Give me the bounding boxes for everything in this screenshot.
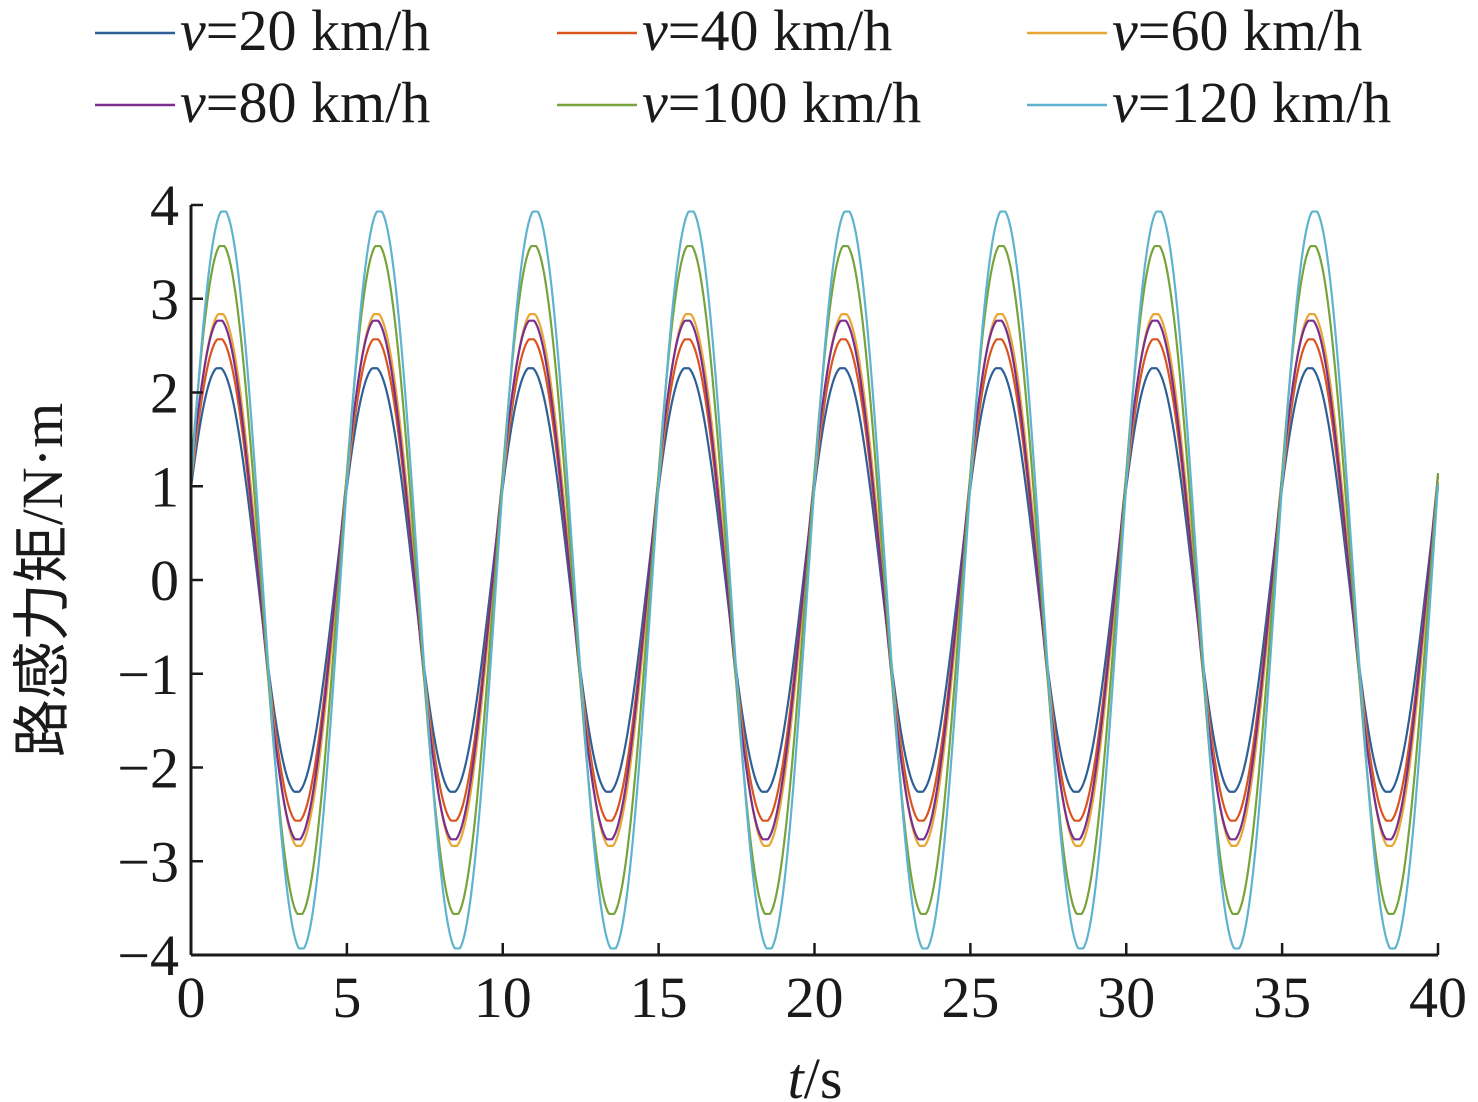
- x-tick-label: 5: [332, 965, 361, 1030]
- y-tick-label: 0: [150, 548, 179, 613]
- legend-label: v=40 km/h: [642, 0, 892, 63]
- series-layer: [189, 210, 1440, 950]
- x-tick-label: 25: [941, 965, 999, 1030]
- legend-label: v=100 km/h: [642, 70, 921, 135]
- x-axis-label-unit: /s: [804, 1046, 843, 1102]
- x-tick-label: 35: [1253, 965, 1311, 1030]
- legend-item: v=60 km/h: [1027, 0, 1362, 63]
- x-tick-label: 20: [786, 965, 844, 1030]
- y-tick-label: 1: [150, 454, 179, 519]
- y-tick-label: −2: [117, 736, 179, 801]
- x-tick-label: 40: [1409, 965, 1467, 1030]
- legend-label: v=60 km/h: [1112, 0, 1362, 63]
- legend-label: v=80 km/h: [180, 70, 430, 135]
- x-tick-label: 0: [177, 965, 206, 1030]
- legend-item: v=100 km/h: [557, 70, 921, 135]
- y-tick-label: 2: [150, 361, 179, 426]
- series-line-1: [189, 367, 1440, 793]
- y-tick-label: −3: [117, 829, 179, 894]
- legend-item: v=120 km/h: [1027, 70, 1391, 135]
- legend-label: v=20 km/h: [180, 0, 430, 63]
- x-tick-label: 15: [630, 965, 688, 1030]
- y-tick-label: −4: [117, 923, 179, 988]
- x-axis-label: t/s: [788, 1046, 843, 1102]
- series-line-5: [189, 244, 1440, 916]
- legend: v=20 km/h v=40 km/h v=60 km/h v=80 km/h v=10…: [95, 0, 1391, 135]
- series-line-6: [189, 210, 1440, 950]
- y-tick-label: −1: [117, 642, 179, 707]
- legend-label: v=120 km/h: [1112, 70, 1391, 135]
- legend-item: v=40 km/h: [557, 0, 892, 63]
- series-line-2: [189, 338, 1440, 822]
- x-tick-label: 10: [474, 965, 532, 1030]
- x-axis-label-var: t: [788, 1046, 806, 1102]
- x-tick-label: 30: [1097, 965, 1155, 1030]
- legend-item: v=20 km/h: [95, 0, 430, 63]
- y-tick-label: 4: [150, 173, 179, 238]
- y-axis-label: 路感力矩/N·m: [10, 403, 75, 757]
- y-tick-label: 3: [150, 267, 179, 332]
- legend-item: v=80 km/h: [95, 70, 430, 135]
